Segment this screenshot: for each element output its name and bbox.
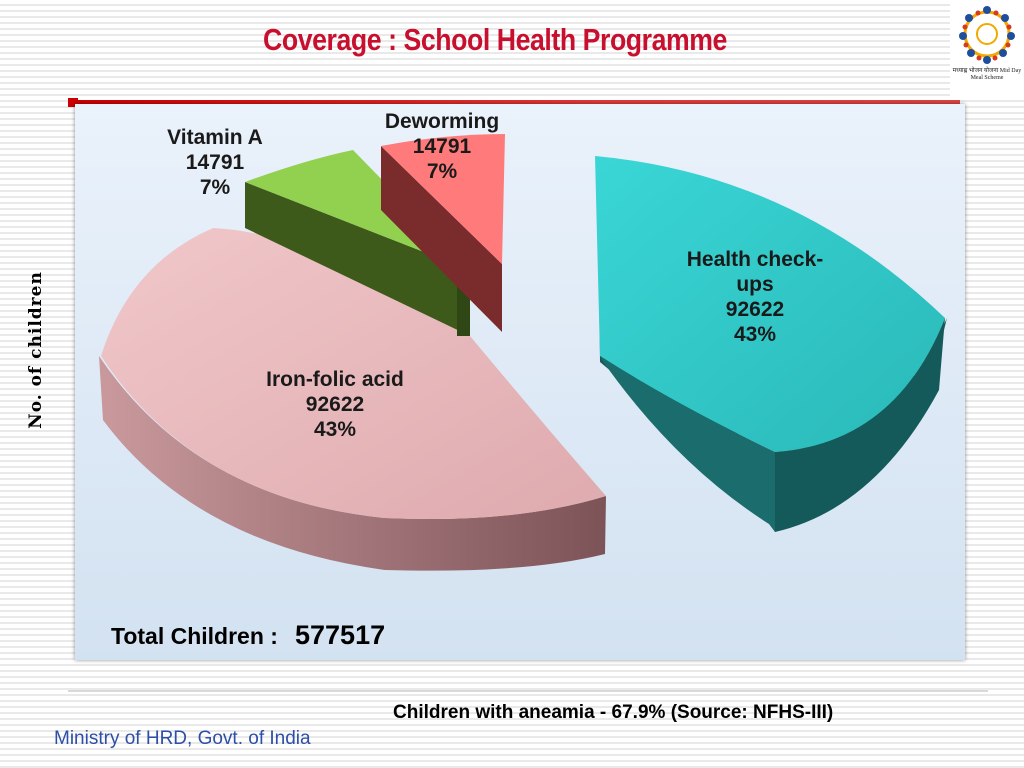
data-label-health-check-ups: Health check-ups 92622 43% [687,248,824,346]
slice-side-deworming [381,146,502,332]
aneamia-note: Children with aneamia - 67.9% (Source: N… [393,702,834,723]
data-label-iron-folic-acid: Iron-folic acid 92622 43% [266,368,404,441]
data-label-deworming: Deworming 14791 7% [385,110,499,183]
data-label-vitamin-a: Vitamin A 14791 7% [167,126,263,199]
slide-title: Coverage : School Health Programme [263,22,727,57]
chart-frame: Health check-ups 92622 43% Iron-folic acid 9… [75,104,965,660]
total-children-label: Total Children : [111,623,278,649]
pie-chart: Health check-ups 92622 43% Iron-folic acid 9… [99,110,947,650]
slice-iron-folic-acid [101,228,606,520]
slice-front-shade-health-checkups [600,356,775,532]
mid-day-meal-logo: मध्याह्न भोजन योजना Mid Day Meal Scheme [950,0,1024,96]
slice-deworming [381,134,505,264]
total-children-value: 577517 [295,620,385,650]
footer-divider [68,690,988,692]
logo-caption: मध्याह्न भोजन योजना Mid Day Meal Scheme [952,68,1022,81]
footer-ministry: Ministry of HRD, Govt. of India [54,728,311,749]
title-divider-cap [68,98,78,107]
slice-side-vitamin-a [245,182,470,336]
logo-emblem-icon [959,6,1015,64]
slice-health-checkups [595,156,945,452]
slice-side-iron-folic-acid [99,356,606,571]
slice-front-health-checkups [775,318,945,532]
y-axis-label: No. of children [26,271,46,429]
title-divider [68,100,960,104]
